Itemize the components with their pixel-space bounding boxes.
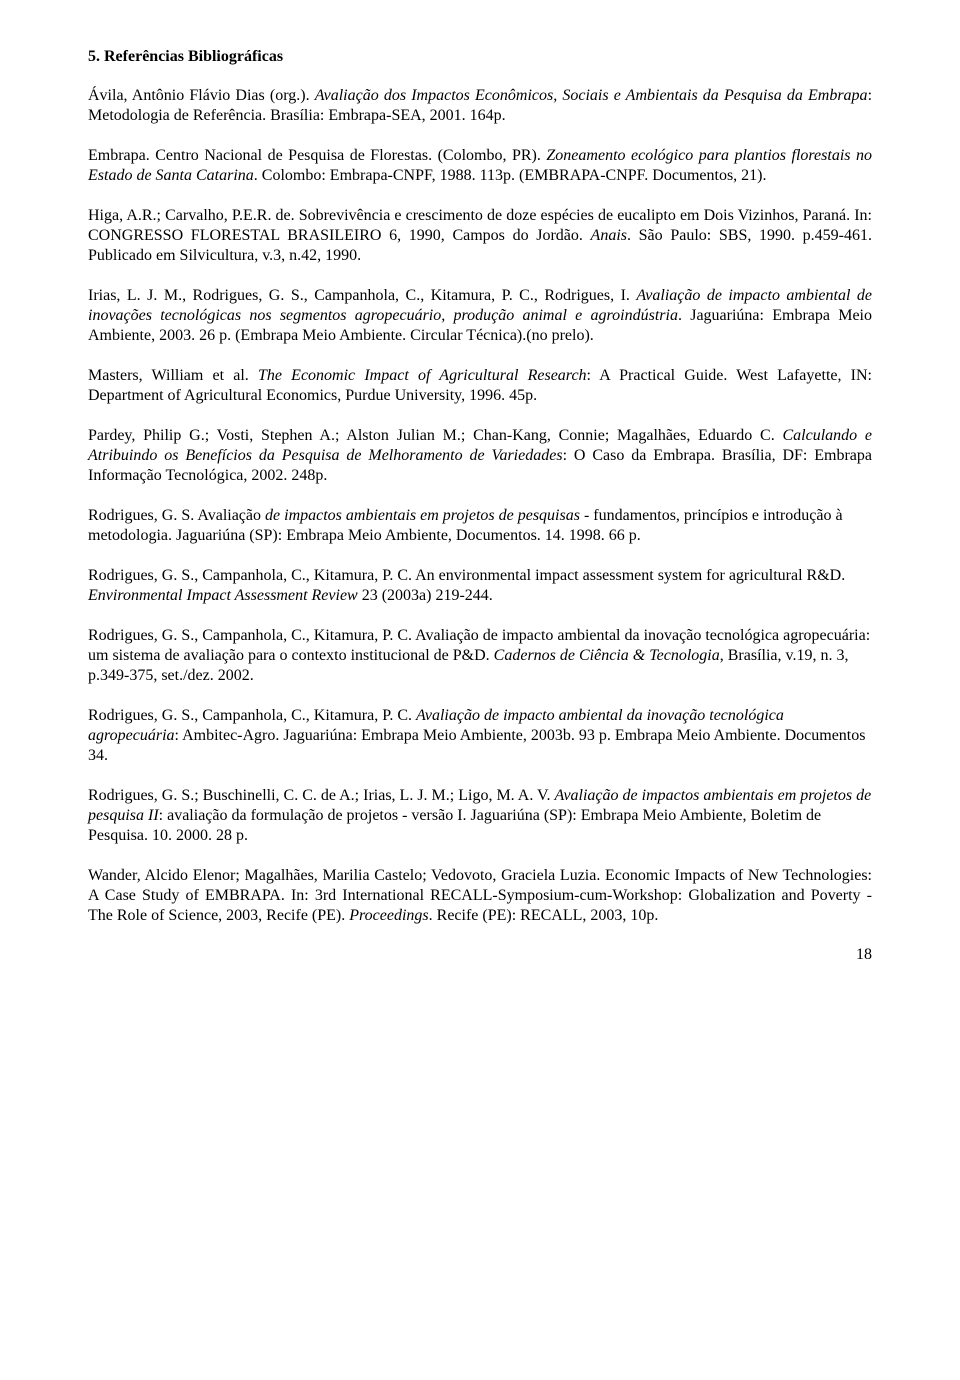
ref-italic: Environmental Impact Assessment Review — [88, 587, 358, 604]
section-title: 5. Referências Bibliográficas — [88, 48, 872, 66]
page-container: 5. Referências Bibliográficas Ávila, Ant… — [0, 0, 960, 1004]
ref-italic: Avaliação dos Impactos Econômicos, Socia… — [315, 87, 868, 104]
ref-text: Rodrigues, G. S., Campanhola, C., Kitamu… — [88, 567, 845, 584]
ref-italic: The Economic Impact of Agricultural Rese… — [258, 367, 587, 384]
ref-text: Masters, William et al. — [88, 367, 258, 384]
reference-7: Rodrigues, G. S. Avaliação de impactos a… — [88, 506, 872, 546]
ref-text: Embrapa. Centro Nacional de Pesquisa de … — [88, 147, 546, 164]
ref-text: Irias, L. J. M., Rodrigues, G. S., Campa… — [88, 287, 636, 304]
reference-4: Irias, L. J. M., Rodrigues, G. S., Campa… — [88, 286, 872, 346]
ref-text: . Recife (PE): RECALL, 2003, 10p. — [429, 907, 659, 924]
ref-text: Pardey, Philip G.; Vosti, Stephen A.; Al… — [88, 427, 782, 444]
ref-text: Rodrigues, G. S.; Buschinelli, C. C. de … — [88, 787, 555, 804]
ref-text: Ávila, Antônio Flávio Dias (org.). — [88, 87, 315, 104]
reference-3: Higa, A.R.; Carvalho, P.E.R. de. Sobrevi… — [88, 206, 872, 266]
ref-text: 23 (2003a) 219-244. — [358, 587, 493, 604]
ref-text: Rodrigues, G. S., Campanhola, C., Kitamu… — [88, 707, 416, 724]
reference-10: Rodrigues, G. S., Campanhola, C., Kitamu… — [88, 706, 872, 766]
ref-text: Rodrigues, G. S. Avaliação — [88, 507, 265, 524]
ref-italic: Cadernos de Ciência & Tecnologia — [494, 647, 720, 664]
reference-8: Rodrigues, G. S., Campanhola, C., Kitamu… — [88, 566, 872, 606]
page-number: 18 — [88, 946, 872, 964]
ref-text: : avaliação da formulação de projetos - … — [88, 807, 821, 844]
reference-5: Masters, William et al. The Economic Imp… — [88, 366, 872, 406]
reference-6: Pardey, Philip G.; Vosti, Stephen A.; Al… — [88, 426, 872, 486]
reference-12: Wander, Alcido Elenor; Magalhães, Marili… — [88, 866, 872, 926]
reference-1: Ávila, Antônio Flávio Dias (org.). Avali… — [88, 86, 872, 126]
ref-text: : Ambitec-Agro. Jaguariúna: Embrapa Meio… — [88, 727, 865, 764]
reference-11: Rodrigues, G. S.; Buschinelli, C. C. de … — [88, 786, 872, 846]
ref-italic: de impactos ambientais em projetos de pe… — [265, 507, 580, 524]
ref-italic: Proceedings — [349, 907, 428, 924]
reference-2: Embrapa. Centro Nacional de Pesquisa de … — [88, 146, 872, 186]
reference-9: Rodrigues, G. S., Campanhola, C., Kitamu… — [88, 626, 872, 686]
ref-text: . Colombo: Embrapa-CNPF, 1988. 113p. (EM… — [254, 167, 767, 184]
ref-italic: Anais — [591, 227, 627, 244]
